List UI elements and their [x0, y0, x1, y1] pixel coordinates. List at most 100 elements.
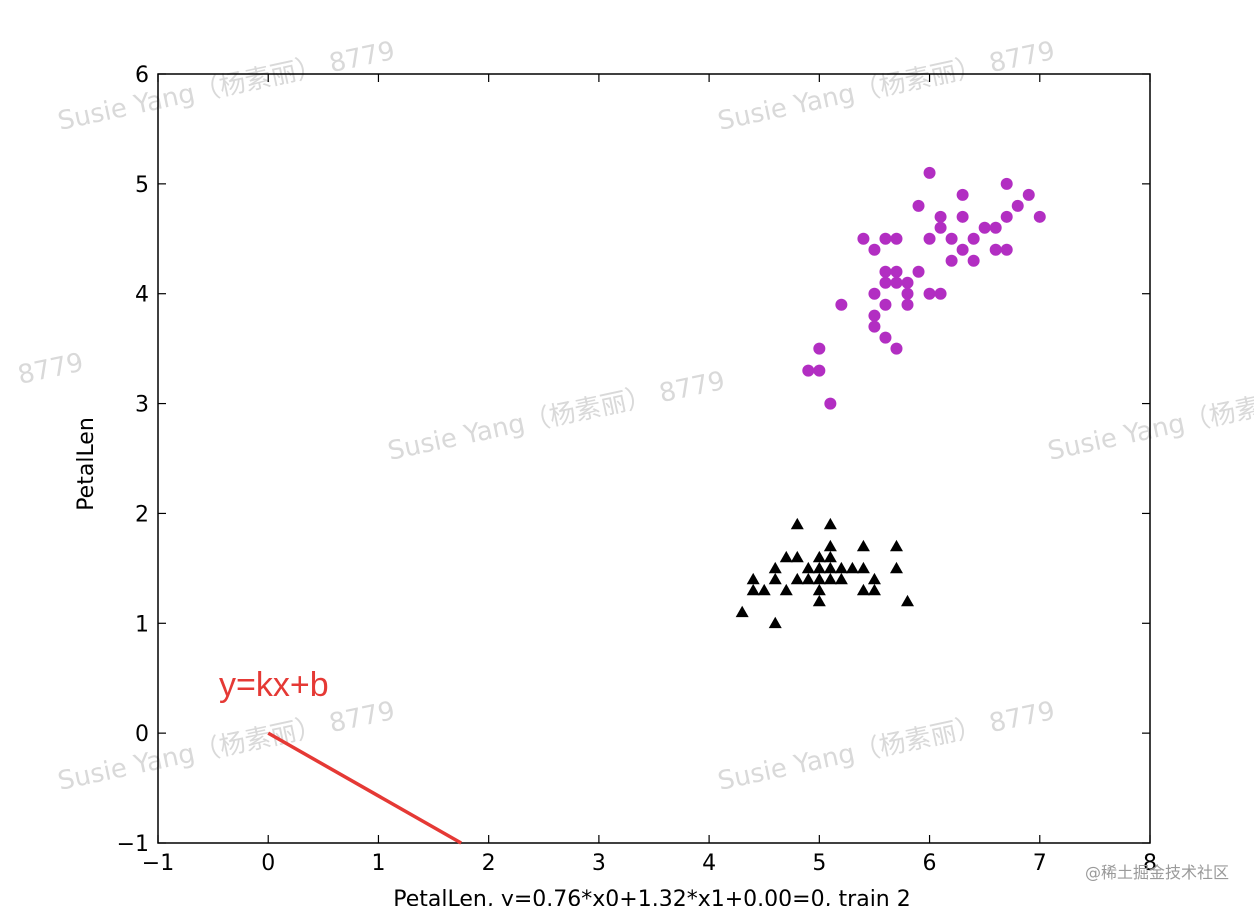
data-point: [834, 572, 848, 585]
data-point: [879, 331, 892, 344]
y-tick-label: 0: [135, 722, 149, 747]
data-point: [790, 572, 804, 585]
watermark-text: Susie Yang（杨素丽） 8779: [715, 36, 1057, 137]
data-point: [912, 265, 925, 278]
data-point: [857, 232, 870, 245]
data-point: [901, 594, 915, 607]
data-point: [989, 243, 1002, 256]
data-point: [812, 594, 826, 607]
data-point: [967, 232, 980, 245]
data-point: [923, 166, 936, 179]
y-tick-label: 4: [135, 283, 149, 308]
y-axis-label: PetalLen: [74, 417, 99, 511]
data-point: [934, 287, 947, 300]
x-tick-label: 2: [482, 851, 496, 876]
data-point: [978, 221, 991, 234]
data-points: [735, 166, 1046, 629]
y-tick-label: 6: [135, 63, 149, 88]
watermark-layer: Susie Yang（杨素丽） 8779 Susie Yang（杨素丽） 8779…: [15, 36, 1254, 797]
data-point: [868, 243, 881, 256]
series-2: [735, 517, 915, 629]
data-point: [879, 276, 892, 289]
data-point: [824, 397, 837, 410]
data-point: [779, 550, 793, 563]
data-point: [812, 550, 826, 563]
data-point: [801, 561, 815, 574]
data-point: [835, 298, 848, 311]
plot-frame: [157, 73, 1151, 844]
data-point: [746, 583, 760, 596]
x-axis-label: PetalLen, y=0.76*x0+1.32*x1+0.00=0, trai…: [393, 887, 911, 906]
data-point: [879, 265, 892, 278]
x-tick-label: 0: [261, 851, 275, 876]
data-point: [746, 572, 760, 585]
x-tick-label: 4: [702, 851, 716, 876]
x-tick-label: 1: [371, 851, 385, 876]
data-point: [823, 572, 837, 585]
data-point: [867, 572, 881, 585]
data-point: [823, 517, 837, 530]
data-point: [812, 572, 826, 585]
data-point: [868, 287, 881, 300]
watermark-text: Susie Yang（杨素丽） 8779: [385, 366, 727, 467]
data-point: [956, 243, 969, 256]
axis-ticks: −1 0 1 2 3 4 5 6 7 8 −1 0 1 2 3 4 5 6: [117, 63, 1157, 876]
annotation-line: [267, 731, 462, 845]
y-tick-label: 2: [135, 502, 149, 527]
watermark-text: 8779: [15, 348, 86, 391]
data-point: [945, 232, 958, 245]
data-point: [901, 298, 914, 311]
data-point: [813, 364, 826, 377]
x-tick-label: 7: [1033, 851, 1047, 876]
data-point: [890, 265, 903, 278]
x-tick-label: 5: [812, 851, 826, 876]
annotation-label: y=kx+b: [219, 666, 329, 704]
data-point: [856, 539, 870, 552]
data-point: [813, 342, 826, 355]
data-point: [834, 561, 848, 574]
data-point: [812, 561, 826, 574]
x-tick-label: 3: [592, 851, 606, 876]
data-point: [779, 583, 793, 596]
data-point: [901, 276, 914, 289]
data-point: [768, 561, 782, 574]
data-point: [879, 298, 892, 311]
site-credit: @稀土掘金技术社区: [1085, 863, 1229, 882]
y-tick-label: 5: [135, 173, 149, 198]
x-tick-label: 6: [923, 851, 937, 876]
data-point: [901, 287, 914, 300]
data-point: [890, 342, 903, 355]
data-point: [923, 232, 936, 245]
data-point: [889, 561, 903, 574]
data-point: [735, 605, 749, 618]
data-point: [1033, 210, 1046, 223]
data-point: [1000, 243, 1013, 256]
data-point: [790, 517, 804, 530]
data-point: [934, 221, 947, 234]
data-point: [890, 276, 903, 289]
data-point: [823, 561, 837, 574]
data-point: [912, 199, 925, 212]
data-point: [923, 287, 936, 300]
data-point: [856, 561, 870, 574]
data-point: [790, 550, 804, 563]
data-point: [845, 561, 859, 574]
data-point: [868, 320, 881, 333]
data-point: [1011, 199, 1024, 212]
data-point: [989, 221, 1002, 234]
data-point: [768, 572, 782, 585]
data-point: [1022, 188, 1035, 201]
data-point: [1000, 210, 1013, 223]
data-point: [967, 254, 980, 267]
data-point: [757, 583, 771, 596]
data-point: [801, 572, 815, 585]
y-tick-label: 3: [135, 393, 149, 418]
data-point: [856, 583, 870, 596]
data-point: [768, 616, 782, 629]
data-point: [956, 210, 969, 223]
annotation-line-layer: [267, 731, 462, 845]
data-point: [945, 254, 958, 267]
data-point: [889, 539, 903, 552]
data-point: [823, 550, 837, 563]
